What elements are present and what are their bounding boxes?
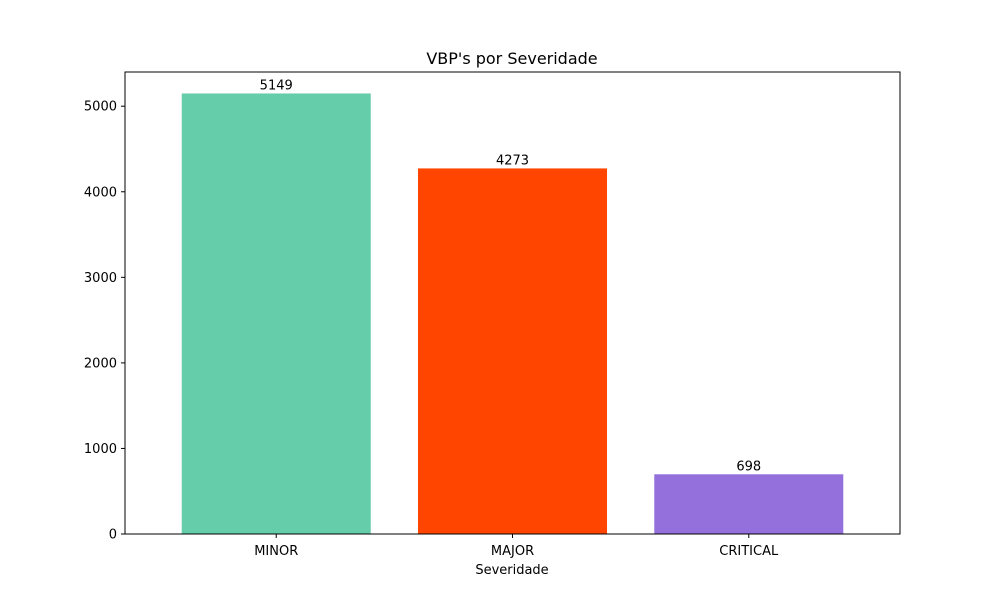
x-axis-label: Severidade — [475, 563, 548, 578]
bar-critical — [654, 474, 844, 534]
plot-frame — [124, 71, 901, 535]
data-label-major: 4273 — [496, 153, 529, 168]
y-tick-label-5000: 5000 — [84, 100, 117, 115]
y-tick-label-2000: 2000 — [84, 356, 117, 371]
bar-minor — [181, 93, 371, 535]
x-tick-label-minor: MINOR — [254, 544, 298, 559]
bars-group: 5149 4273 698 — [181, 78, 844, 535]
y-tick-label-3000: 3000 — [84, 271, 117, 286]
y-tick-label-4000: 4000 — [84, 185, 117, 200]
y-tick-label-1000: 1000 — [84, 442, 117, 457]
chart-title: VBP's por Severidade — [426, 49, 597, 68]
data-label-critical: 698 — [736, 459, 761, 474]
axis-ticks-group: MINOR MAJOR CRITICAL 0 1000 2000 3000 4000 5000 — [84, 100, 779, 559]
y-tick-label-0: 0 — [109, 528, 117, 543]
x-tick-label-critical: CRITICAL — [719, 544, 779, 559]
x-tick-label-major: MAJOR — [491, 544, 534, 559]
data-label-minor: 5149 — [260, 78, 293, 93]
bar-major — [417, 168, 608, 534]
